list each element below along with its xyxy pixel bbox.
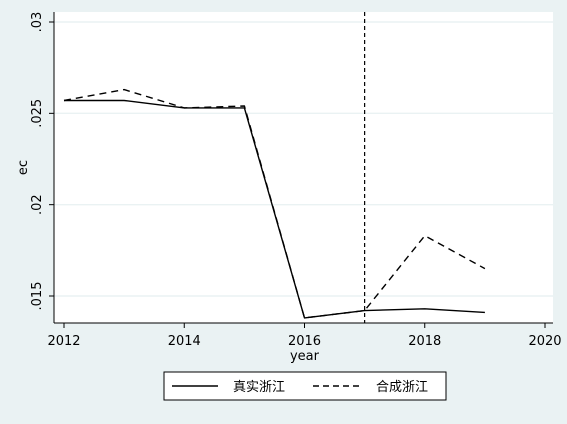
x-axis-title: year bbox=[290, 349, 320, 364]
x-tick-label: 2014 bbox=[168, 334, 201, 349]
x-tick-label: 2012 bbox=[47, 334, 80, 349]
legend-label-real: 真实浙江 bbox=[233, 380, 285, 395]
legend: 真实浙江 合成浙江 bbox=[164, 372, 446, 400]
plot-area bbox=[54, 12, 553, 323]
y-tick-label: .025 bbox=[30, 99, 45, 128]
x-tick-label: 2020 bbox=[528, 334, 561, 349]
x-tick-label: 2018 bbox=[408, 334, 441, 349]
x-tick-label: 2016 bbox=[288, 334, 321, 349]
y-tick-label: .03 bbox=[30, 12, 45, 33]
y-tick-label: .015 bbox=[30, 282, 45, 311]
y-tick-label: .02 bbox=[30, 194, 45, 215]
legend-label-synthetic: 合成浙江 bbox=[376, 380, 428, 395]
y-axis-title: ec bbox=[16, 160, 31, 175]
